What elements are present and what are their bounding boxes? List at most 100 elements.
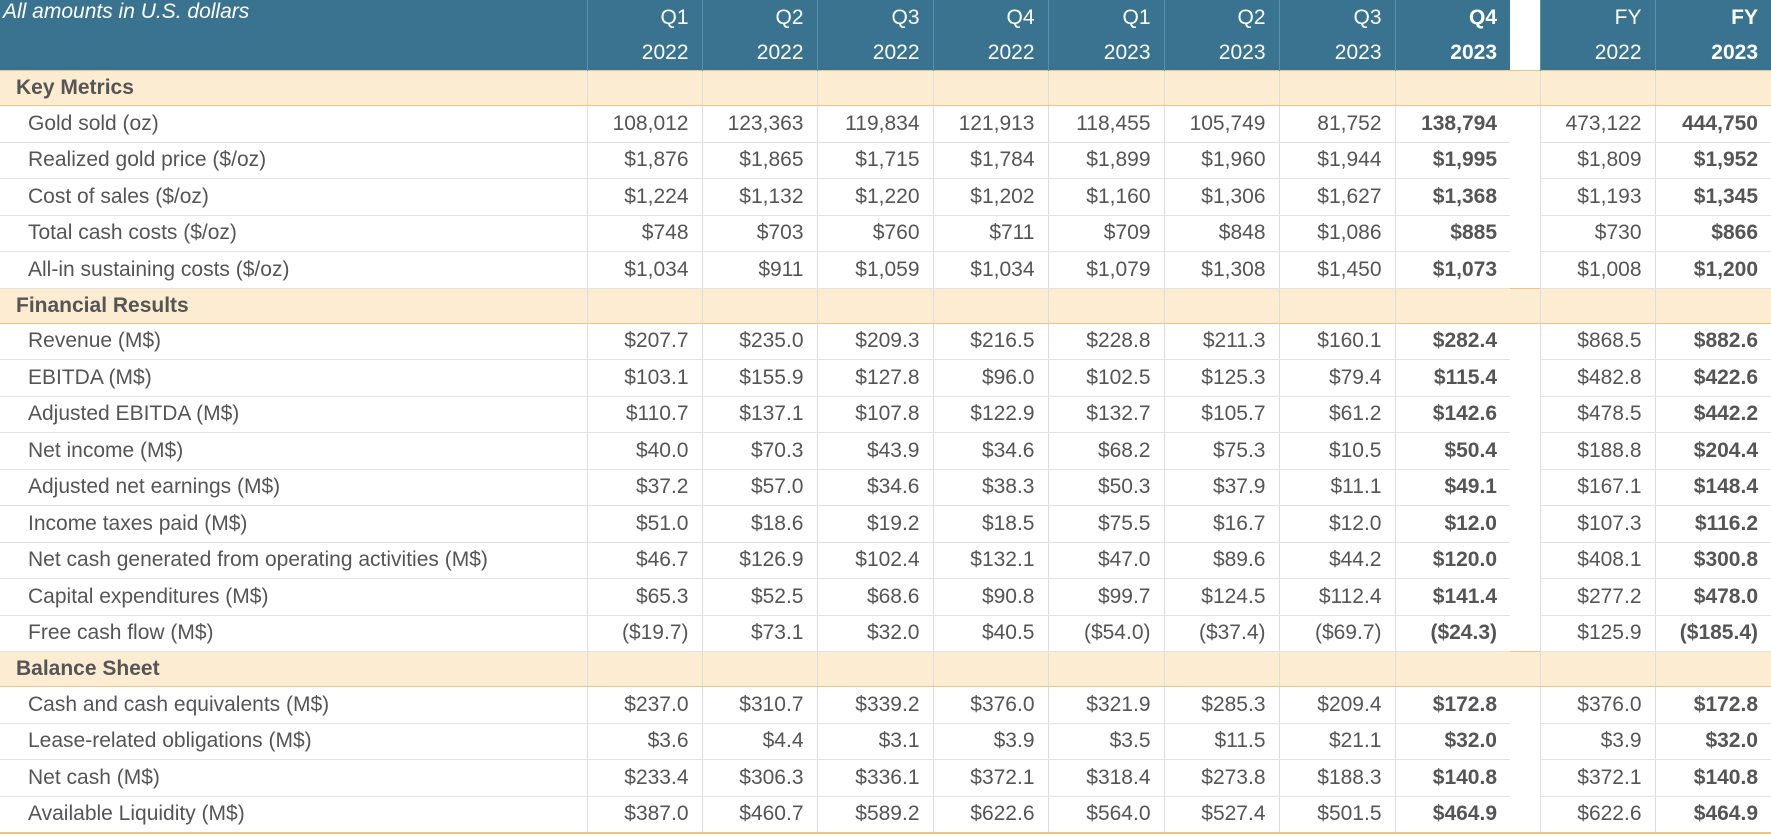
value-cell: $209.3 [816,323,933,360]
value-cell: $310.7 [701,686,817,724]
row-label: Income taxes paid (M$) [0,505,587,543]
value-cell: $709 [1047,215,1164,252]
table-row: All-in sustaining costs ($/oz) $1,034 $911… [0,251,1771,289]
value-cell: $18.5 [932,505,1048,543]
value-cell: 105,749 [1163,105,1279,143]
value-cell: $1,345 [1654,178,1771,216]
value-cell: $50.4 [1394,432,1510,470]
value-cell: $50.3 [1047,469,1164,506]
value-cell: $120.0 [1394,542,1510,579]
table-row: Cash and cash equivalents (M$) $237.0 $310… [0,686,1771,724]
value-cell: $422.6 [1654,359,1771,397]
section-empty-cell [1278,651,1395,687]
value-cell: $1,220 [816,178,933,216]
section-empty-cell [1047,287,1164,324]
value-cell: $1,034 [932,251,1048,289]
section-empty-cell [1539,651,1655,687]
value-cell: $172.8 [1654,686,1771,724]
value-cell: ($37.4) [1163,615,1279,652]
value-cell: $442.2 [1654,396,1771,433]
column-gap [1510,178,1540,215]
value-cell: $137.1 [701,396,817,433]
value-cell: $3.1 [816,723,933,760]
table-row: Adjusted EBITDA (M$) $110.7 $137.1 $107.8 $1… [0,396,1771,433]
value-cell: $12.0 [1394,505,1510,543]
value-cell: $1,200 [1654,251,1771,289]
column-header-bottom: 2022 [701,35,817,71]
column-header-top: Q1 [586,0,702,35]
value-cell: 473,122 [1539,105,1655,143]
value-cell: $501.5 [1278,796,1395,834]
value-cell: $1,132 [701,178,817,216]
value-cell: $32.0 [1654,723,1771,760]
column-header-bottom: 2023 [1394,35,1510,71]
value-cell: $155.9 [701,359,817,397]
value-cell: $408.1 [1539,542,1655,579]
value-cell: $1,308 [1163,251,1279,289]
value-cell: $140.8 [1394,759,1510,797]
value-cell: $1,784 [932,142,1048,179]
value-cell: $40.0 [586,432,702,470]
value-cell: $237.0 [586,686,702,724]
column-gap [1510,359,1540,396]
value-cell: $3.5 [1047,723,1164,760]
value-cell: $1,450 [1278,251,1395,289]
value-cell: $132.7 [1047,396,1164,433]
value-cell: $116.2 [1654,505,1771,543]
section-empty-cell [701,287,817,324]
value-cell: $1,034 [586,251,702,289]
column-header-top: Q3 [1278,0,1395,35]
value-cell: $38.3 [932,469,1048,506]
value-cell: $589.2 [816,796,933,834]
value-cell: $47.0 [1047,542,1164,579]
table-row: Income taxes paid (M$) $51.0 $18.6 $19.2 $18… [0,505,1771,543]
value-cell: $336.1 [816,759,933,797]
value-cell: $1,876 [586,142,702,179]
section-empty-cell [1278,70,1395,106]
row-label: EBITDA (M$) [0,359,587,397]
value-cell: $277.2 [1539,578,1655,616]
section-empty-cell [816,70,933,106]
value-cell: $300.8 [1654,542,1771,579]
value-cell: $478.5 [1539,396,1655,433]
value-cell: $75.5 [1047,505,1164,543]
column-header-bottom: 2023 [1047,35,1164,71]
row-label: Adjusted EBITDA (M$) [0,396,587,433]
row-label: Net income (M$) [0,432,587,470]
value-cell: $110.7 [586,396,702,433]
table-row: Total cash costs ($/oz) $748 $703 $760 $711 $… [0,215,1771,252]
value-cell: $37.9 [1163,469,1279,506]
row-label: Net cash (M$) [0,759,587,797]
value-cell: $1,202 [932,178,1048,216]
value-cell: $112.4 [1278,578,1395,616]
value-cell: $1,306 [1163,178,1279,216]
value-cell: $1,809 [1539,142,1655,179]
value-cell: $321.9 [1047,686,1164,724]
value-cell: $11.5 [1163,723,1279,760]
value-cell: $1,086 [1278,215,1395,252]
value-cell: $1,627 [1278,178,1395,216]
section-empty-cell [816,651,933,687]
column-header-bottom: 2022 [1539,35,1655,71]
value-cell: 81,752 [1278,105,1395,143]
section-empty-cell [701,70,817,106]
value-cell: $52.5 [701,578,817,616]
table-row: Net cash (M$) $233.4 $306.3 $336.1 $372.1 $31… [0,759,1771,797]
value-cell: $57.0 [701,469,817,506]
value-cell: $51.0 [586,505,702,543]
table-row: Revenue (M$) $207.7 $235.0 $209.3 $216.5 $228… [0,323,1771,360]
value-cell: $68.2 [1047,432,1164,470]
value-cell: $34.6 [816,469,933,506]
value-cell: $207.7 [586,323,702,360]
value-cell: $1,368 [1394,178,1510,216]
column-header-top: Q4 [1394,0,1510,35]
column-gap [1510,0,1540,35]
value-cell: $16.7 [1163,505,1279,543]
section-empty-cell [1047,70,1164,106]
column-gap [1510,578,1540,615]
column-gap [1510,542,1540,579]
value-cell: $3.6 [586,723,702,760]
column-gap [1510,105,1540,142]
value-cell: $211.3 [1163,323,1279,360]
